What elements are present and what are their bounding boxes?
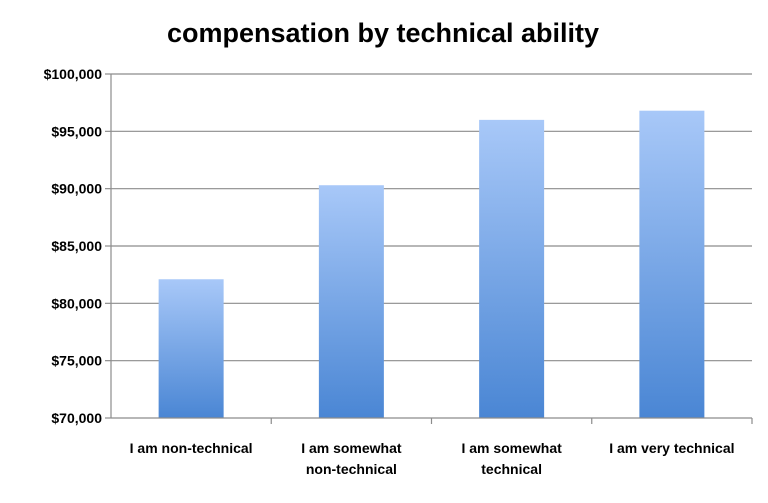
x-category-label: I am somewhat non-technical [301,440,402,477]
x-category-label: I am non-technical [130,440,253,456]
x-category-label: I am somewhat technical [461,440,562,477]
y-tick-label: $75,000 [51,353,102,369]
y-tick-label: $70,000 [51,410,102,426]
bars [158,110,705,419]
y-tick-label: $85,000 [51,238,102,254]
bar [639,110,705,419]
y-tick-label: $95,000 [51,123,102,139]
x-axis-categories: I am non-technical I am somewhat non-techn… [130,418,753,477]
bar [479,119,545,418]
bar [158,279,224,418]
y-axis-ticks: $70,000 $75,000 $80,000 $85,000 $90,000 $95,0… [44,66,111,426]
bar [318,185,384,418]
x-category-label: I am very technical [609,440,734,456]
chart-title: compensation by technical ability [167,18,599,48]
y-tick-label: $100,000 [44,66,103,82]
y-tick-label: $80,000 [51,295,102,311]
y-tick-label: $90,000 [51,181,102,197]
